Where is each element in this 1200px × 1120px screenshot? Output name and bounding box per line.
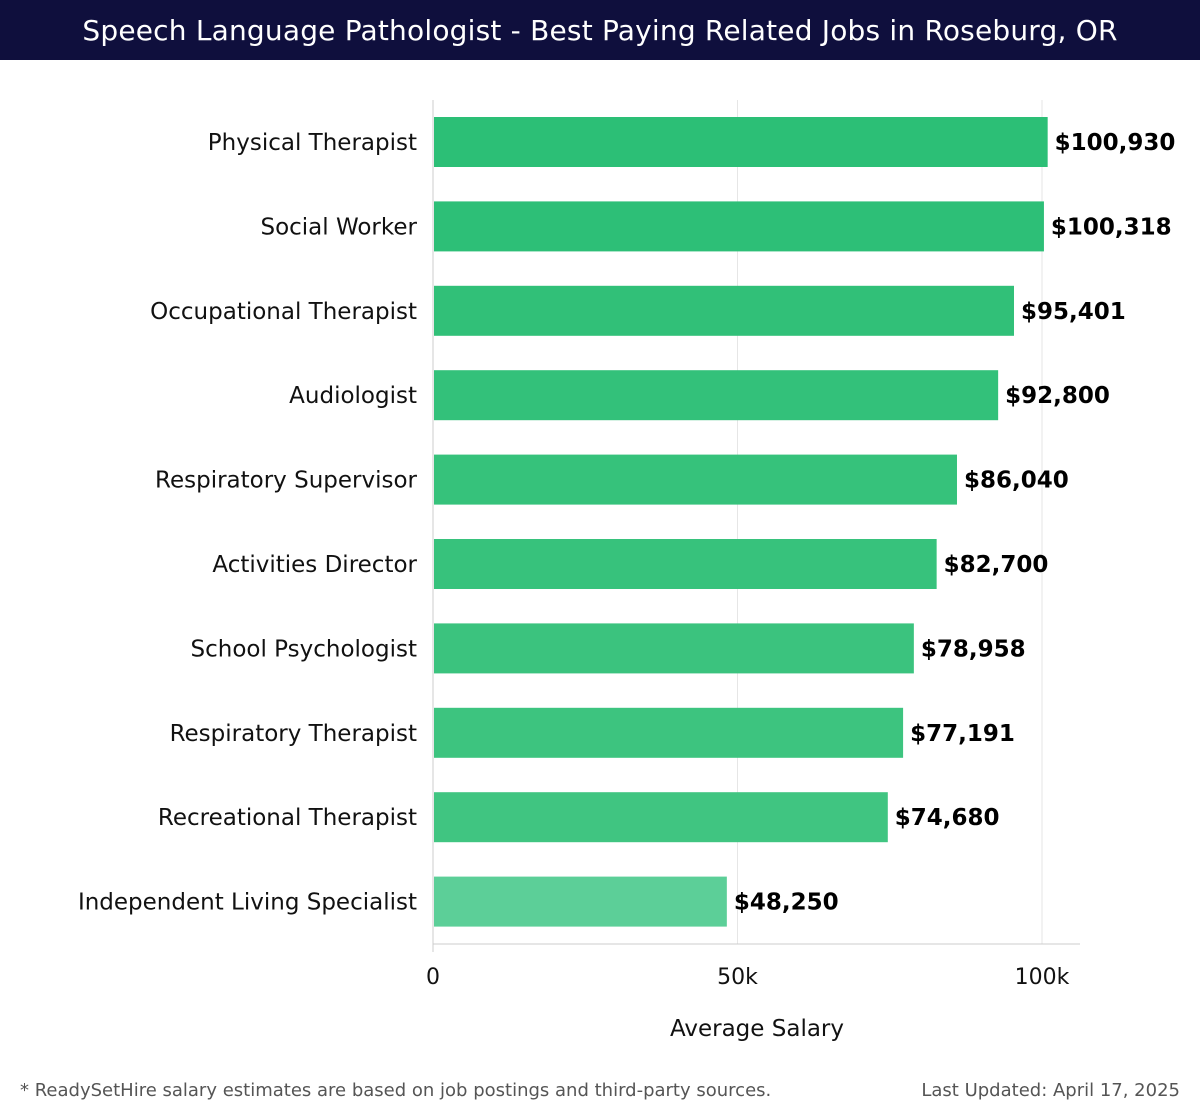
category-label: Recreational Therapist — [158, 805, 417, 831]
category-label: Respiratory Supervisor — [155, 468, 418, 494]
category-label: Physical Therapist — [208, 130, 417, 156]
tick-label: 50k — [717, 965, 758, 990]
bar — [434, 539, 937, 589]
chart-title: Speech Language Pathologist - Best Payin… — [0, 0, 1200, 60]
value-label: $48,250 — [734, 890, 839, 916]
category-label: Activities Director — [212, 552, 417, 578]
category-label: Respiratory Therapist — [170, 721, 417, 747]
value-label: $95,401 — [1021, 299, 1126, 325]
footer-note: * ReadySetHire salary estimates are base… — [20, 1080, 772, 1101]
bar — [434, 201, 1044, 252]
last-updated: Last Updated: April 17, 2025 — [921, 1080, 1180, 1101]
bar — [434, 117, 1048, 167]
x-axis-title: Average Salary — [670, 1016, 844, 1042]
category-label: Occupational Therapist — [150, 299, 417, 325]
bar — [434, 370, 999, 421]
value-label: $86,040 — [964, 468, 1069, 494]
bar — [434, 876, 727, 927]
tick-label: 0 — [426, 965, 440, 990]
bar — [434, 707, 904, 758]
value-label: $100,930 — [1055, 130, 1176, 156]
bar-chart: Physical Therapist $100,930 Social Worker $… — [78, 100, 1176, 1042]
value-label: $74,680 — [895, 805, 1000, 831]
value-label: $92,800 — [1005, 383, 1110, 409]
category-label: Social Worker — [260, 214, 417, 240]
bar — [434, 623, 914, 674]
value-label: $100,318 — [1051, 214, 1172, 240]
value-label: $77,191 — [910, 721, 1015, 747]
category-label: Audiologist — [289, 383, 417, 409]
value-label: $82,700 — [944, 552, 1049, 578]
category-label: Independent Living Specialist — [78, 890, 417, 916]
tick-label: 100k — [1015, 965, 1070, 990]
bar — [434, 792, 888, 843]
category-label: School Psychologist — [191, 636, 417, 662]
bar — [434, 454, 957, 505]
value-label: $78,958 — [921, 636, 1026, 662]
bar — [434, 285, 1014, 336]
